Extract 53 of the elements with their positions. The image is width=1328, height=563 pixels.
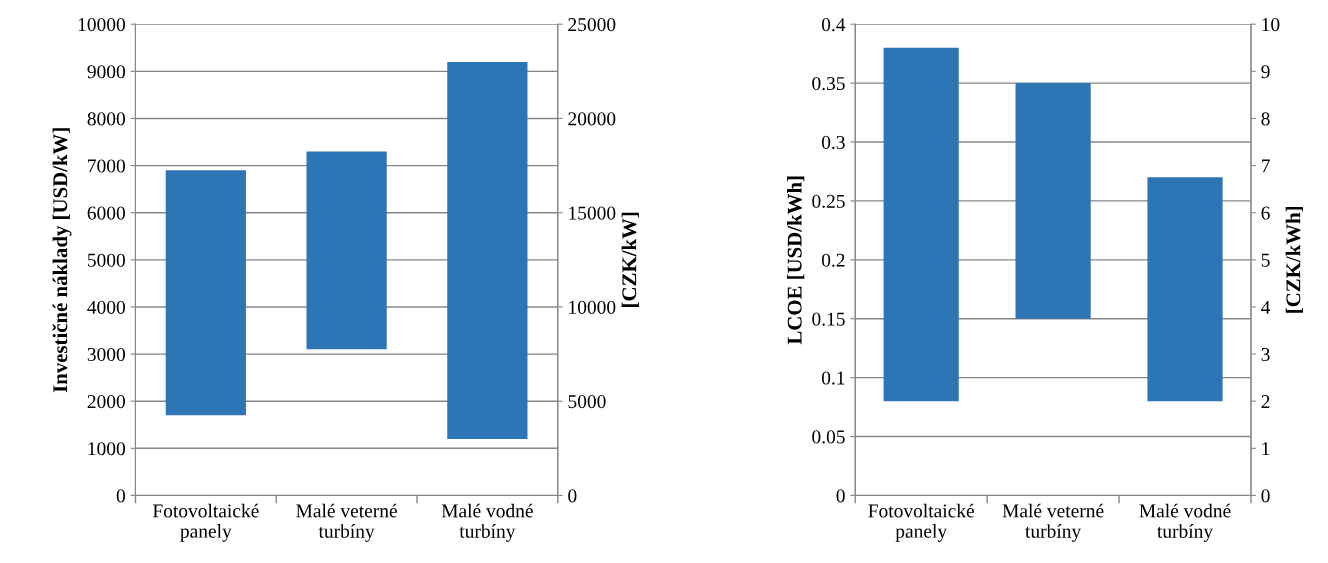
- y-tick-label: 0.15: [812, 312, 845, 326]
- y2-tick-label: 0: [1261, 489, 1270, 503]
- y2-tick-label: 2: [1261, 395, 1270, 408]
- y2-tick-label: 5: [1261, 253, 1270, 267]
- y2-tick-label: 20000: [568, 112, 616, 126]
- y2-tick-label: 25000: [568, 18, 616, 32]
- x-tick-label: Malé vodné turbíny: [1139, 503, 1231, 542]
- y2-tick-label: 9: [1261, 65, 1270, 79]
- y-tick-label: 0.2: [821, 253, 845, 267]
- y-axis-title: Investičné náklady [USD/kW]: [52, 128, 72, 393]
- y-tick-label: 0.1: [821, 371, 845, 385]
- y2-tick-label: 15000: [569, 206, 616, 220]
- y2-tick-label: 10000: [569, 300, 616, 314]
- y2-tick-label: 5000: [568, 395, 606, 409]
- y2-tick-label: 7: [1261, 159, 1270, 173]
- x-tick-label: Malé veterné turbíny: [1002, 503, 1104, 542]
- y-tick-label: 0.4: [821, 18, 846, 32]
- x-tick-label: Fotovoltaické panely: [868, 503, 974, 542]
- bar: [165, 170, 246, 416]
- bar: [883, 47, 959, 402]
- x-tick-label: Malé vodné turbíny: [441, 503, 533, 542]
- y-tick-label: 10000: [78, 18, 125, 32]
- y-tick-label: 4000: [87, 300, 125, 314]
- y2-tick-label: 0: [568, 489, 577, 503]
- y-tick-label: 3000: [87, 347, 125, 362]
- y2-tick-label: 6: [1261, 206, 1270, 220]
- y-tick-label: 7000: [88, 159, 125, 173]
- bar: [1015, 83, 1091, 319]
- y-tick-label: 0.05: [812, 430, 845, 444]
- y2-tick-label: 10: [1262, 18, 1280, 32]
- y2-tick-label: 8: [1261, 112, 1270, 126]
- y2-axis-title: [CZK/kW]: [621, 212, 639, 307]
- x-tick-label: Fotovoltaické panely: [152, 503, 259, 542]
- y2-axis-title: [CZK/kWh]: [1285, 206, 1303, 313]
- y-tick-label: 6000: [87, 206, 125, 220]
- bar: [447, 61, 528, 439]
- y-tick-label: 1000: [88, 442, 125, 456]
- y-tick-label: 0.3: [821, 135, 845, 150]
- y-tick-label: 9000: [87, 65, 125, 79]
- x-tick-label: Malé veterné turbíny: [296, 503, 397, 542]
- y-tick-label: 0.35: [812, 76, 845, 91]
- y2-tick-label: 1: [1262, 442, 1270, 456]
- y2-tick-label: 3: [1261, 347, 1270, 362]
- bar: [306, 151, 387, 350]
- y-tick-label: 8000: [87, 112, 125, 126]
- y-tick-label: 0.25: [812, 194, 845, 208]
- bar: [1147, 177, 1223, 402]
- y-tick-label: 0: [836, 489, 845, 503]
- y-axis-title: LCOE [USD/kWh]: [787, 176, 805, 345]
- y-tick-label: 5000: [87, 253, 125, 267]
- y-tick-label: 0: [116, 489, 125, 503]
- y2-tick-label: 4: [1261, 300, 1271, 314]
- y-tick-label: 2000: [87, 395, 125, 409]
